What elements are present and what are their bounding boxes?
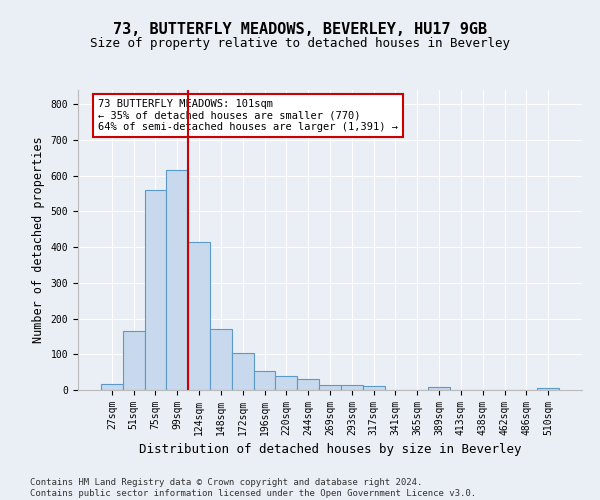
Bar (297, 380, 319, 390)
Bar (166, 170, 188, 390)
X-axis label: Distribution of detached houses by size in Beverley: Distribution of detached houses by size … (139, 444, 521, 456)
Bar (319, 384, 341, 390)
Text: 73, BUTTERFLY MEADOWS, BEVERLEY, HU17 9GB: 73, BUTTERFLY MEADOWS, BEVERLEY, HU17 9G… (113, 22, 487, 38)
Text: 73 BUTTERFLY MEADOWS: 101sqm
← 35% of detached houses are smaller (770)
64% of s: 73 BUTTERFLY MEADOWS: 101sqm ← 35% of de… (98, 99, 398, 132)
Y-axis label: Number of detached properties: Number of detached properties (32, 136, 45, 344)
Text: Contains HM Land Registry data © Crown copyright and database right 2024.
Contai: Contains HM Land Registry data © Crown c… (30, 478, 476, 498)
Bar (275, 376, 297, 390)
Bar (341, 386, 363, 390)
Bar (101, 384, 123, 390)
Bar (232, 352, 254, 390)
Text: Size of property relative to detached houses in Beverley: Size of property relative to detached ho… (90, 38, 510, 51)
Bar (145, 190, 166, 390)
Bar (363, 386, 385, 390)
Bar (188, 242, 210, 390)
Bar (537, 388, 559, 390)
Bar (210, 330, 232, 390)
Bar (428, 387, 450, 390)
Bar (123, 331, 145, 390)
Bar (254, 372, 275, 390)
